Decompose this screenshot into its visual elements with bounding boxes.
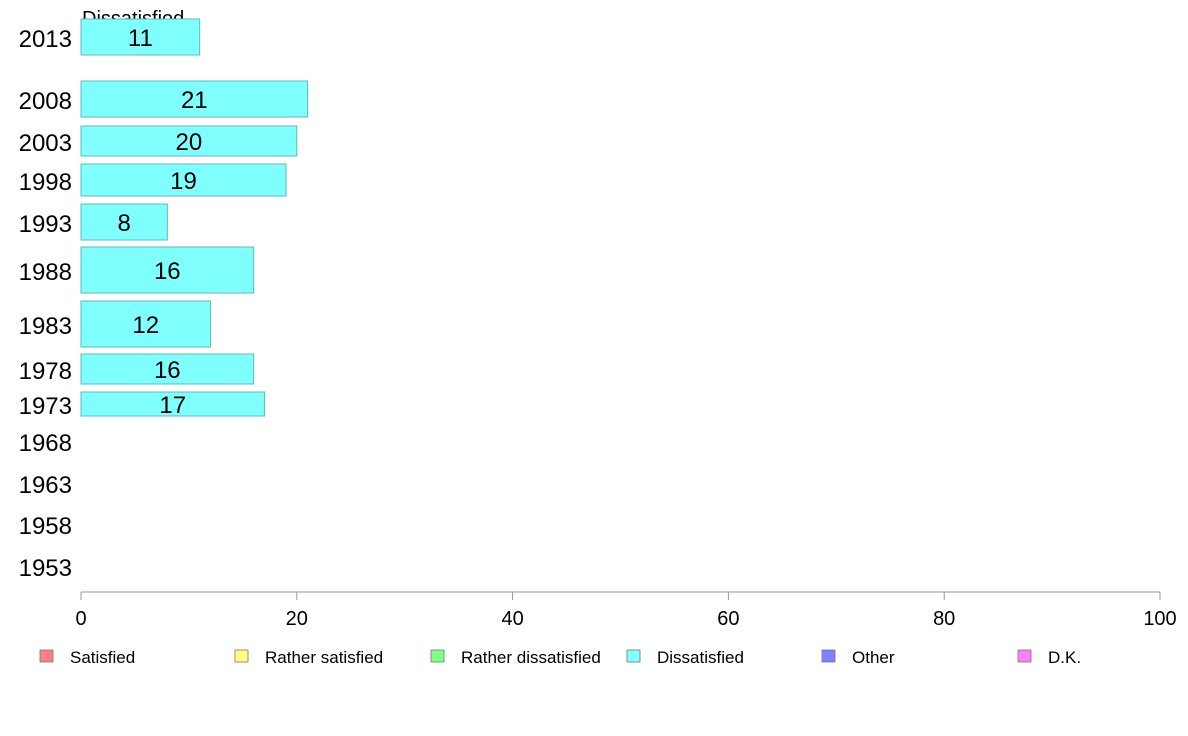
year-label-2008: 2008 [19,88,72,115]
legend-swatch-2 [430,649,445,663]
x-tick-label-100: 100 [1143,608,1176,630]
bar-label-2013: 11 [128,25,153,52]
bar-label-1973: 17 [159,392,186,419]
bar-label-1993: 8 [117,210,130,237]
bar-label-2003: 20 [176,129,203,156]
year-label-1958: 1958 [19,513,72,540]
bar-label-1988: 16 [154,258,181,285]
bar-2003 [80,125,298,157]
legend-swatch-0 [39,649,54,663]
bar-1973 [80,391,265,417]
bar-1983 [80,300,211,348]
x-tick-label-40: 40 [501,608,523,630]
legend-label-0: Satisfied [70,648,135,667]
legend-swatch-5 [1017,649,1032,663]
bar-1993 [80,203,168,241]
year-label-1963: 1963 [19,472,72,499]
x-tick-label-20: 20 [286,608,308,630]
year-label-1953: 1953 [19,555,72,582]
legend-label-1: Rather satisfied [265,648,383,667]
bar-1978 [80,353,255,385]
bar-label-1983: 12 [132,312,159,339]
year-labels: 2013 2008 2003 1998 1993 1988 1983 1978 1973 1968… [19,26,72,582]
year-label-2003: 2003 [19,130,72,157]
year-label-1973: 1973 [19,393,72,420]
year-label-2013: 2013 [19,26,72,53]
legend-label-2: Rather dissatisfied [461,648,601,667]
legend-label-4: Other [852,648,895,667]
bar-labels: 11 21 20 19 8 16 12 16 17 [117,25,207,419]
bar-1998 [80,163,287,197]
year-label-1988: 1988 [19,259,72,286]
year-label-1968: 1968 [19,430,72,457]
bars [80,18,309,417]
year-label-1983: 1983 [19,313,72,340]
bar-label-2008: 21 [181,87,208,114]
bar-2008 [80,80,309,118]
legend-label-3: Dissatisfied [657,648,744,667]
legend-swatch-1 [234,649,249,663]
bar-1988 [80,246,255,294]
x-tick-label-60: 60 [717,608,739,630]
year-label-1993: 1993 [19,211,72,238]
x-tick-label-0: 0 [75,608,86,630]
x-tick-label-80: 80 [933,608,955,630]
legend-label-5: D.K. [1048,648,1081,667]
bar-2013 [80,18,201,56]
year-label-1978: 1978 [19,358,72,385]
year-label-1998: 1998 [19,169,72,196]
x-ticks: 0 20 40 60 80 100 [75,592,1177,630]
legend: Satisfied Rather satisfied Rather dissatis… [39,648,1081,667]
bar-label-1998: 19 [170,168,197,195]
bar-label-1978: 16 [154,357,181,384]
legend-swatch-3 [626,649,641,663]
legend-swatch-4 [821,649,836,663]
